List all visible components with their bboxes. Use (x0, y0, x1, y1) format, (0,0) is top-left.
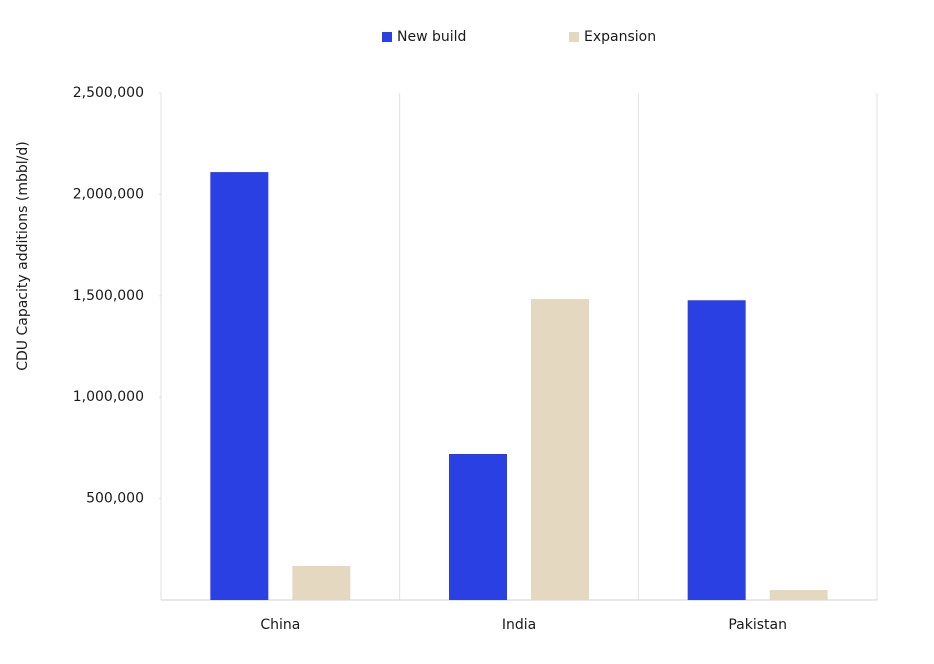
bar (769, 590, 828, 600)
x-tick-label: Pakistan (728, 617, 787, 633)
y-tick-label: 2,000,000 (73, 186, 144, 202)
y-tick-label: 1,000,000 (73, 389, 144, 405)
bar (449, 453, 507, 600)
legend-swatch (382, 32, 392, 42)
y-tick-label: 2,500,000 (73, 85, 144, 101)
y-axis-title: CDU Capacity additions (mbbl/d) (15, 141, 31, 371)
bar (210, 172, 269, 601)
bar (531, 299, 589, 600)
bar (292, 565, 351, 600)
y-tick-label: 1,500,000 (73, 288, 144, 304)
legend-swatch (569, 32, 579, 42)
y-tick-label: 500,000 (86, 491, 144, 507)
bar (687, 300, 746, 600)
x-tick-label: India (502, 617, 536, 633)
x-tick-label: China (260, 617, 300, 633)
legend-label: Expansion (584, 29, 656, 45)
legend-label: New build (397, 29, 466, 45)
